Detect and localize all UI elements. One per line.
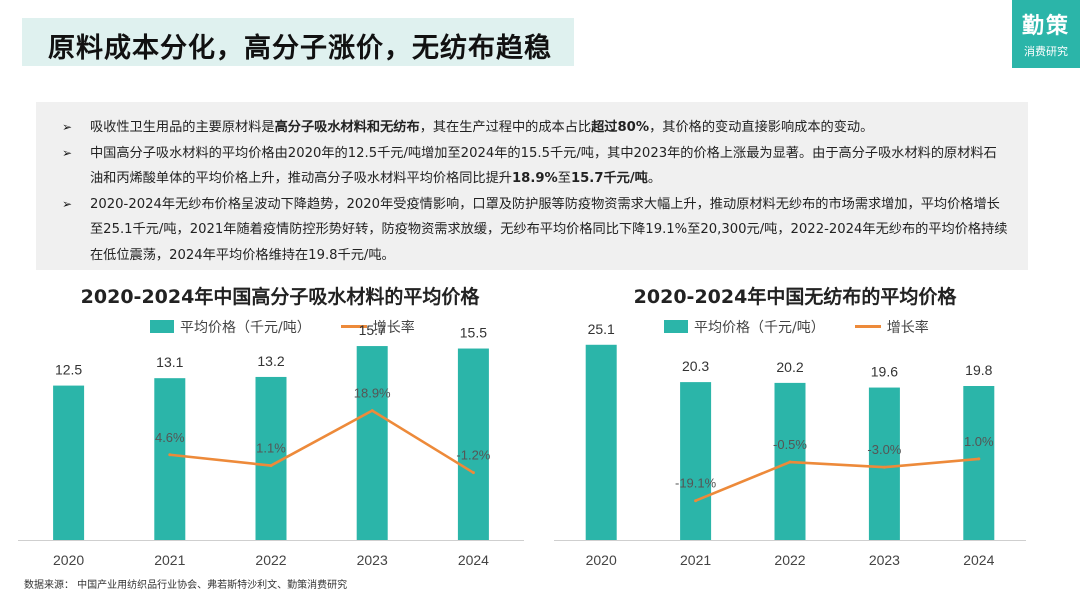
x-tick-label: 2021	[680, 552, 711, 568]
legend-bar-swatch	[150, 320, 174, 333]
growth-line	[695, 457, 979, 502]
x-tick-label: 2020	[53, 552, 84, 568]
bar	[680, 382, 712, 540]
chart-nonwoven-price: 25.1 2020 20.3 2021 20.2 2022 19.6 2023 19.8 2024…	[554, 321, 1026, 568]
bar	[255, 376, 287, 540]
chart-sap-price: 12.5 2020 13.1 2021 13.2 2022 15.7 2023 15.5 2024…	[18, 322, 524, 568]
logo-main-text: 勤策	[1021, 14, 1070, 39]
summary-emphasis: 15.7千元/吨	[570, 171, 648, 186]
x-tick-label: 2022	[774, 552, 805, 568]
summary-list: ➢ 吸收性卫生用品的主要原材料是高分子吸水材料和无纺布，其在生产过程中的成本占比超…	[36, 102, 1028, 268]
legend-bar-label: 平均价格（千元/吨）	[180, 320, 311, 336]
growth-point	[694, 499, 698, 503]
summary-box: ➢ 吸收性卫生用品的主要原材料是高分子吸水材料和无纺布，其在生产过程中的成本占比超…	[36, 102, 1028, 270]
summary-emphasis: 高分子吸水材料和无纺布	[274, 120, 420, 135]
legend-line-swatch	[854, 325, 881, 328]
bar-value-label: 19.8	[965, 362, 992, 378]
bar	[154, 378, 186, 540]
bar-value-label: 20.2	[776, 359, 803, 375]
growth-label: -1.2%	[456, 448, 490, 463]
bar-value-label: 15.5	[460, 325, 487, 341]
growth-label: 1.0%	[964, 434, 994, 449]
summary-text: 至	[557, 171, 571, 186]
growth-label: -3.0%	[867, 442, 901, 457]
growth-label: -0.5%	[773, 437, 807, 452]
growth-point	[977, 457, 981, 461]
bar	[356, 346, 388, 540]
bar	[457, 348, 489, 540]
growth-point	[882, 465, 886, 469]
legend-line-label: 增长率	[886, 320, 929, 336]
bullet-arrow-icon: ➢	[62, 120, 73, 134]
summary-text: 中国高分子吸水材料的平均价格由2020年的12.5千元/吨增加至2024年的15…	[90, 145, 997, 187]
bar-value-label: 12.5	[55, 362, 82, 378]
x-tick-label: 2023	[869, 552, 900, 568]
growth-line	[169, 409, 475, 474]
bar	[963, 386, 995, 540]
summary-text: ，其价格的变动直接影响成本的变动。	[649, 120, 874, 135]
brand-logo: 勤策 消费研究	[1012, 0, 1080, 68]
bar-value-label: 20.3	[682, 358, 709, 374]
data-source: 数据来源： 中国产业用纺织品行业协会、弗若斯特沙利文、勤策消费研究	[24, 580, 348, 591]
summary-text: 。	[647, 171, 662, 186]
bar-value-label: 13.2	[257, 353, 284, 369]
page-title: 原料成本分化，高分子涨价，无纺布趋稳	[48, 33, 552, 64]
legend-sap: 平均价格（千元/吨） 增长率	[150, 317, 415, 337]
bar-value-label: 15.7	[359, 322, 386, 338]
legend-bar-swatch	[664, 320, 688, 333]
growth-label: 18.9%	[354, 386, 391, 401]
bar	[53, 385, 85, 540]
x-tick-label: 2024	[458, 552, 489, 568]
bar	[585, 344, 617, 540]
summary-item: ➢ 中国高分子吸水材料的平均价格由2020年的12.5千元/吨增加至2024年的1…	[62, 141, 1008, 192]
legend-bar-label: 平均价格（千元/吨）	[694, 320, 825, 336]
growth-label: 1.1%	[256, 441, 286, 456]
x-tick-label: 2021	[154, 552, 185, 568]
bar	[868, 387, 900, 540]
growth-label: 4.6%	[155, 430, 185, 445]
logo-sub-text: 消费研究	[1024, 45, 1068, 58]
bullet-arrow-icon: ➢	[62, 145, 73, 160]
title-bar: 原料成本分化，高分子涨价，无纺布趋稳	[22, 18, 574, 66]
growth-label: -19.1%	[675, 476, 717, 491]
summary-text: 2020-2024年无纱布价格呈波动下降趋势，2020年受疫情影响，口罩及防护服…	[90, 196, 1008, 263]
growth-point	[788, 460, 792, 464]
bullet-arrow-icon: ➢	[62, 196, 73, 211]
summary-emphasis: 超过80%	[591, 120, 650, 135]
summary-emphasis: 18.9%	[512, 171, 558, 186]
growth-point	[269, 464, 273, 468]
bar-value-label: 13.1	[156, 354, 183, 370]
x-tick-label: 2022	[255, 552, 286, 568]
legend-line-label: 增长率	[372, 320, 415, 336]
x-tick-label: 2020	[586, 552, 617, 568]
x-tick-label: 2023	[357, 552, 388, 568]
summary-item: ➢ 2020-2024年无纱布价格呈波动下降趋势，2020年受疫情影响，口罩及防护…	[62, 192, 1008, 269]
x-tick-label: 2024	[963, 552, 994, 568]
bar-value-label: 19.6	[871, 364, 898, 380]
growth-point	[370, 409, 374, 413]
bar-value-label: 25.1	[588, 321, 615, 337]
legend-line-swatch	[340, 325, 367, 328]
summary-item: ➢ 吸收性卫生用品的主要原材料是高分子吸水材料和无纺布，其在生产过程中的成本占比超…	[62, 115, 1008, 141]
growth-point	[471, 471, 475, 475]
chart-title-nonwoven: 2020-2024年中国无纺布的平均价格	[633, 286, 957, 308]
growth-point	[168, 453, 172, 457]
chart-title-sap: 2020-2024年中国高分子吸水材料的平均价格	[80, 286, 480, 308]
summary-text: ，其在生产过程中的成本占比	[419, 120, 592, 135]
legend-nonwoven: 平均价格（千元/吨） 增长率	[664, 317, 929, 337]
summary-text: 吸收性卫生用品的主要原材料是	[90, 120, 275, 135]
